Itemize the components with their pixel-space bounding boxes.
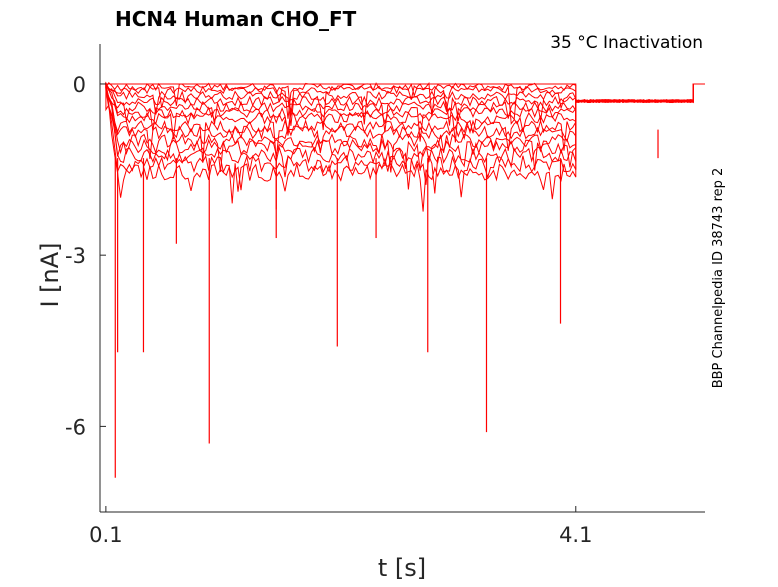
sweep-line (101, 83, 705, 212)
sweep-line (101, 83, 705, 160)
sweep-line (101, 83, 705, 204)
x-tick-label: 4.1 (559, 523, 592, 547)
x-tick-label: 0.1 (89, 523, 122, 547)
side-label: BBP Channelpedia ID 38743 rep 2 (711, 168, 726, 389)
chart-annotation: 35 °C Inactivation (550, 33, 703, 53)
y-tick-label: -6 (65, 415, 86, 439)
y-tick-label: 0 (73, 73, 86, 97)
y-tick-label: -3 (65, 244, 86, 268)
chart-title: HCN4 Human CHO_FT (115, 7, 357, 31)
y-axis-label: I [nA] (36, 242, 64, 307)
sweep-line (101, 82, 705, 143)
axes: 0 -3 -6 0.1 4.1 (65, 44, 705, 547)
x-axis-label: t [s] (378, 554, 426, 582)
traces (101, 81, 705, 478)
